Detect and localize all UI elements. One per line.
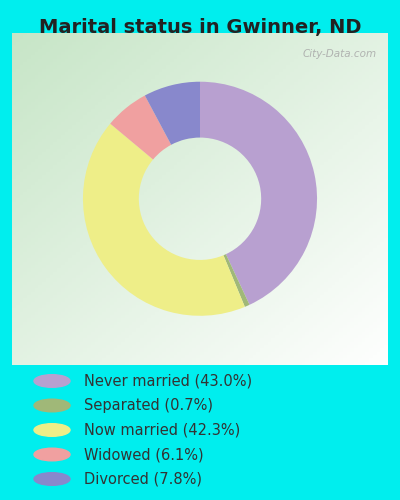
Circle shape <box>34 472 70 486</box>
Wedge shape <box>224 254 250 307</box>
Wedge shape <box>200 82 317 305</box>
Text: City-Data.com: City-Data.com <box>302 49 377 59</box>
Text: Marital status in Gwinner, ND: Marital status in Gwinner, ND <box>39 18 361 36</box>
Circle shape <box>34 399 70 412</box>
Wedge shape <box>83 124 245 316</box>
Circle shape <box>34 424 70 436</box>
Text: Now married (42.3%): Now married (42.3%) <box>84 422 240 438</box>
Text: Separated (0.7%): Separated (0.7%) <box>84 398 213 413</box>
Wedge shape <box>145 82 200 145</box>
Text: Never married (43.0%): Never married (43.0%) <box>84 374 252 388</box>
Wedge shape <box>110 96 171 160</box>
Circle shape <box>34 374 70 388</box>
Text: Widowed (6.1%): Widowed (6.1%) <box>84 447 204 462</box>
Text: Divorced (7.8%): Divorced (7.8%) <box>84 472 202 486</box>
Circle shape <box>34 448 70 461</box>
